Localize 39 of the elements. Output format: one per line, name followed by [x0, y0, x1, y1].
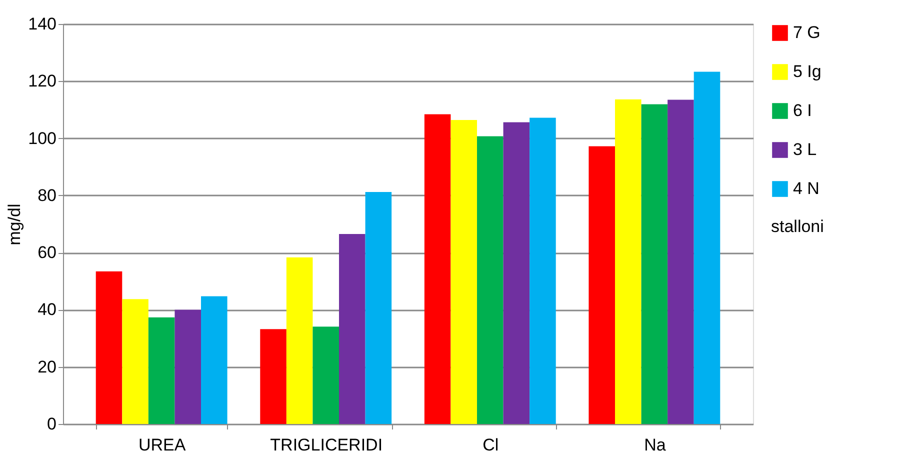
x-tick-label: UREA	[138, 436, 186, 454]
y-tick-label: 100	[28, 128, 56, 148]
bar	[339, 234, 366, 424]
y-tick-label: 140	[28, 14, 56, 34]
x-tick-label: Na	[644, 436, 666, 454]
bar	[365, 192, 392, 424]
bar	[122, 299, 148, 424]
legend-label: 6 I	[793, 101, 812, 120]
bar	[530, 118, 556, 424]
y-tick-label: 40	[38, 300, 56, 320]
x-tick-label: TRIGLICERIDI	[270, 436, 383, 454]
bar	[450, 120, 477, 424]
bar	[615, 99, 642, 424]
bar	[503, 122, 530, 424]
bar	[260, 329, 286, 424]
x-tick-label: Cl	[482, 436, 499, 454]
bar	[148, 317, 175, 424]
bar	[312, 326, 339, 424]
legend-label: 3 L	[793, 140, 817, 159]
bar	[174, 310, 201, 424]
y-axis-title: mg/dl	[5, 204, 24, 246]
legend-label: 7 G	[793, 23, 820, 42]
legend-label: 4 N	[793, 179, 820, 198]
bar	[588, 146, 615, 424]
bar	[201, 296, 228, 424]
bar	[477, 136, 504, 424]
y-tick-label: 60	[38, 243, 56, 262]
y-tick-label: 20	[38, 357, 56, 376]
bar	[424, 114, 451, 424]
bar	[668, 100, 694, 424]
bar	[694, 72, 720, 424]
y-tick-label: 0	[47, 414, 56, 434]
legend-title: stalloni	[771, 217, 824, 236]
legend-label: 5 Ig	[793, 62, 822, 81]
bar	[286, 257, 313, 424]
bar	[96, 271, 122, 424]
y-tick-label: 120	[28, 72, 56, 91]
bar	[641, 104, 668, 424]
y-tick-label: 80	[38, 186, 56, 205]
